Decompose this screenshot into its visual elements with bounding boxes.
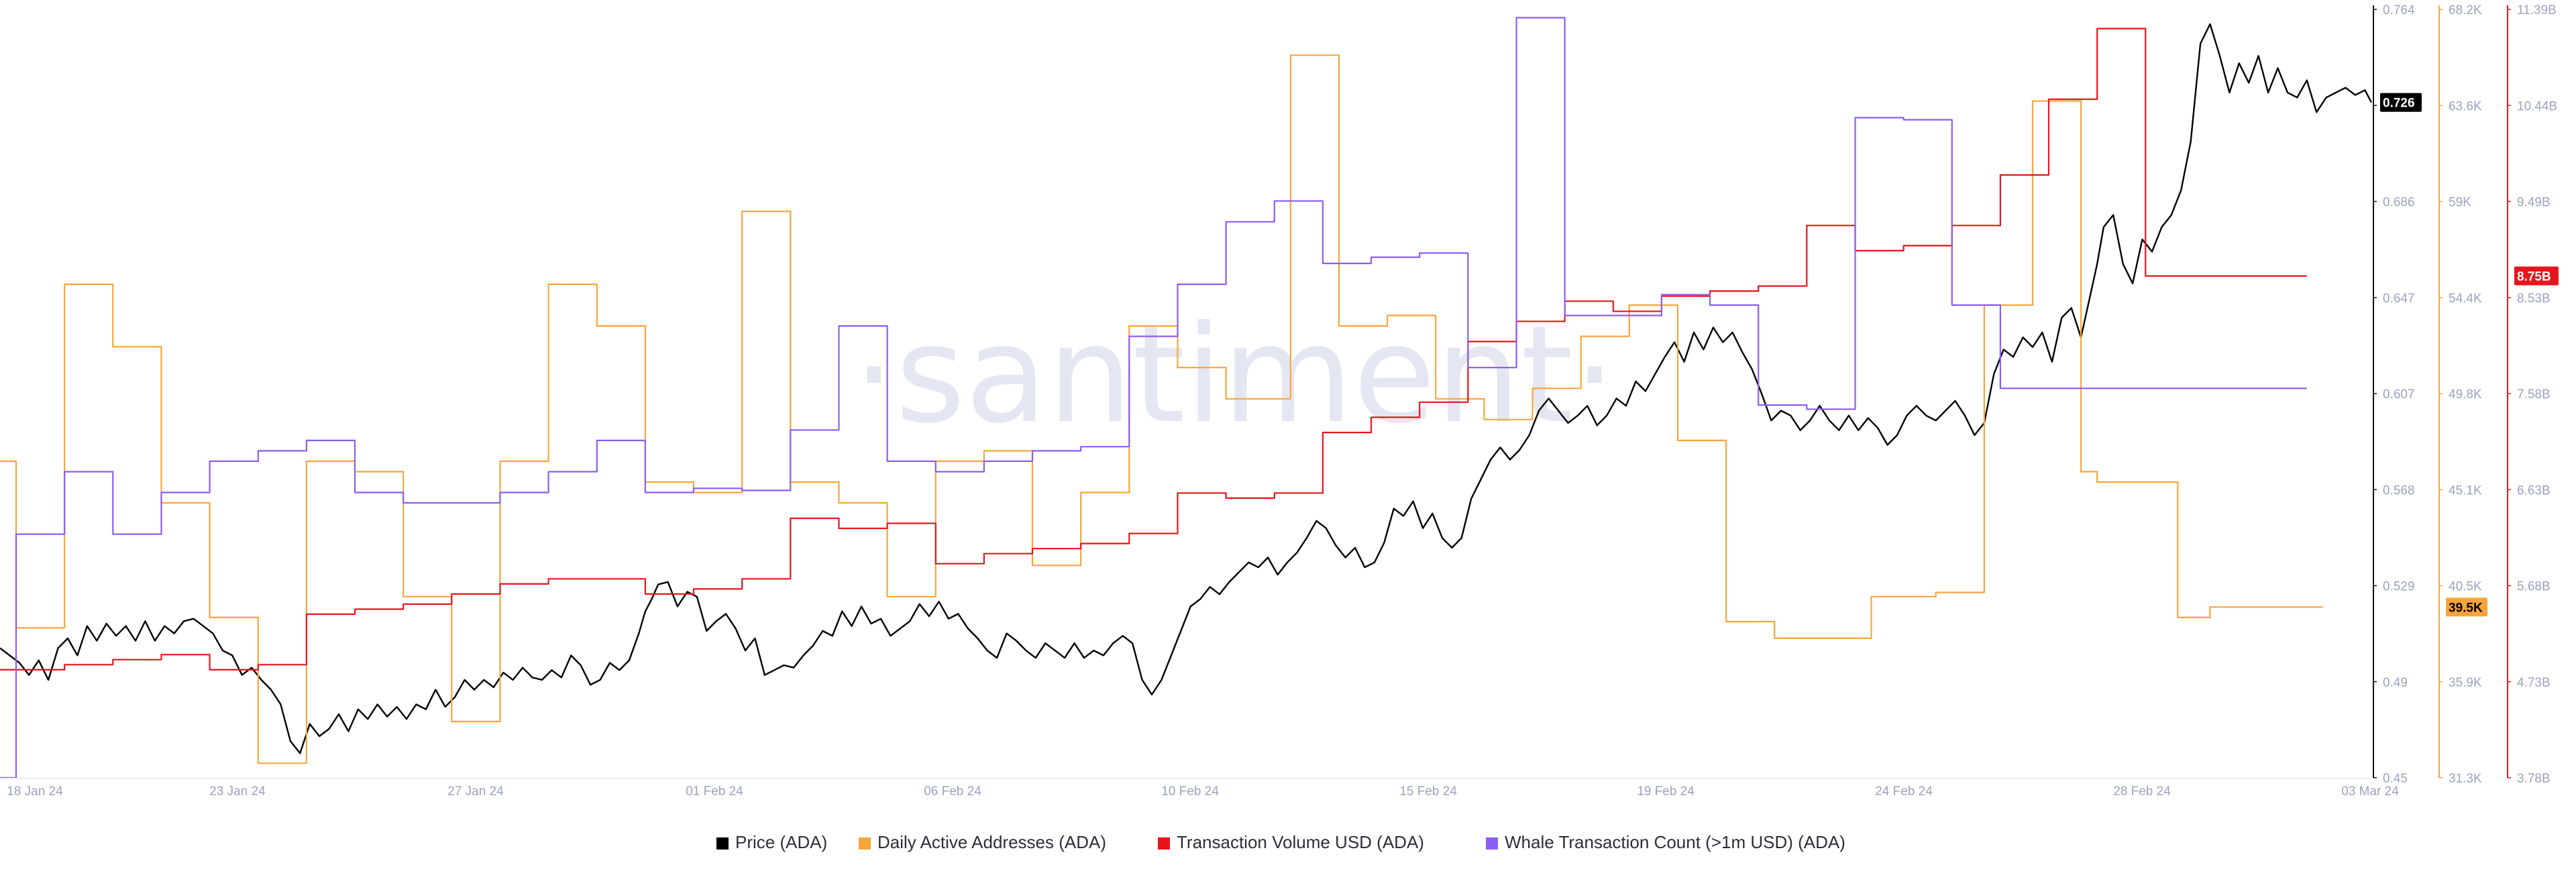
series-line-whale-transaction-count-1m-usd-ada xyxy=(0,17,2307,779)
x-tick-label: 23 Jan 24 xyxy=(209,784,266,799)
y-tick-label-price: 0.49 xyxy=(2383,676,2408,690)
y-tick-label-txvol: 5.68B xyxy=(2517,580,2551,594)
legend-swatch xyxy=(716,837,729,850)
current-value-label-txvol: 8.75B xyxy=(2517,270,2551,284)
axes: 18 Jan 24 23 Jan 24 27 Jan 24 01 Feb 24 06 F… xyxy=(0,3,2559,799)
y-tick-label-daa: 31.3K xyxy=(2449,772,2482,786)
y-tick-label-daa: 63.6K xyxy=(2449,99,2482,113)
legend-swatch xyxy=(1158,837,1170,850)
x-tick-label: 03 Mar 24 xyxy=(2341,784,2399,799)
y-tick-label-price: 0.45 xyxy=(2383,772,2408,786)
current-value-badge-daa xyxy=(2446,597,2487,617)
y-tick-label-price: 0.529 xyxy=(2383,580,2415,594)
y-tick-label-price: 0.647 xyxy=(2383,292,2415,306)
watermark: ·santiment· xyxy=(853,297,1616,453)
x-tick-label: 06 Feb 24 xyxy=(924,784,981,799)
x-tick-label: 27 Jan 24 xyxy=(447,784,504,799)
series-line-price-ada xyxy=(0,23,2373,754)
y-tick-label-txvol: 10.44B xyxy=(2517,99,2557,113)
legend-label: Whale Transaction Count (>1m USD) (ADA) xyxy=(1505,832,1845,852)
x-tick-label: 18 Jan 24 xyxy=(7,784,63,799)
legend-label: Daily Active Addresses (ADA) xyxy=(877,832,1106,852)
legend-swatch xyxy=(859,837,871,850)
current-value-label-daa: 39.5K xyxy=(2449,601,2483,615)
legend-swatch xyxy=(1486,837,1498,850)
current-value-badge-txvol xyxy=(2514,266,2559,286)
y-tick-label-txvol: 11.39B xyxy=(2517,3,2557,17)
legend: Price (ADA) Daily Active Addresses (ADA) T… xyxy=(716,832,1845,852)
y-tick-label-daa: 45.1K xyxy=(2449,483,2482,498)
y-tick-label-price: 0.568 xyxy=(2383,483,2415,498)
y-tick-label-daa: 54.4K xyxy=(2449,292,2482,306)
y-tick-label-txvol: 4.73B xyxy=(2517,676,2551,690)
y-tick-label-daa: 59K xyxy=(2449,196,2471,210)
y-tick-label-price: 0.764 xyxy=(2383,3,2415,17)
y-tick-label-price: 0.607 xyxy=(2383,388,2415,402)
y-tick-label-txvol: 6.63B xyxy=(2517,483,2551,498)
current-value-label-price: 0.726 xyxy=(2383,97,2415,111)
y-tick-label-daa: 35.9K xyxy=(2449,676,2482,690)
plot-area xyxy=(0,17,2373,779)
y-tick-label-txvol: 3.78B xyxy=(2517,772,2551,786)
y-tick-label-price: 0.686 xyxy=(2383,196,2415,210)
x-tick-label: 19 Feb 24 xyxy=(1637,784,1695,799)
y-tick-label-daa: 40.5K xyxy=(2449,580,2482,594)
y-tick-label-txvol: 9.49B xyxy=(2517,196,2551,210)
y-tick-label-txvol: 8.53B xyxy=(2517,292,2551,306)
x-tick-label: 01 Feb 24 xyxy=(686,784,743,799)
legend-label: Transaction Volume USD (ADA) xyxy=(1177,832,1424,852)
y-tick-label-txvol: 7.58B xyxy=(2517,388,2551,402)
legend-label: Price (ADA) xyxy=(735,832,827,852)
y-tick-label-daa: 49.8K xyxy=(2449,388,2482,402)
x-tick-label: 10 Feb 24 xyxy=(1161,784,1219,799)
x-tick-label: 15 Feb 24 xyxy=(1399,784,1457,799)
x-tick-label: 24 Feb 24 xyxy=(1875,784,1933,799)
x-tick-label: 28 Feb 24 xyxy=(2113,784,2171,799)
current-value-badge-price xyxy=(2380,93,2422,112)
y-tick-label-daa: 68.2K xyxy=(2449,3,2482,17)
